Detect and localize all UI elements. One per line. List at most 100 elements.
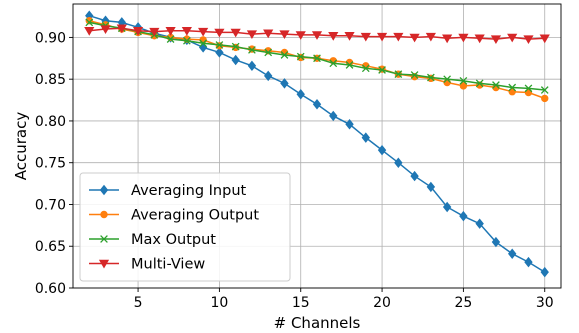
data-point <box>490 35 502 45</box>
legend-label: Averaging Input <box>131 183 247 199</box>
data-point <box>132 27 144 36</box>
data-point <box>215 47 224 58</box>
legend-marker <box>100 210 108 219</box>
data-point <box>361 64 370 73</box>
x-tick-label: 25 <box>454 295 472 311</box>
data-point <box>199 39 207 48</box>
data-point <box>280 78 289 89</box>
data-point <box>116 24 127 34</box>
data-point <box>231 42 240 51</box>
data-point <box>409 33 420 43</box>
legend-marker <box>99 184 109 196</box>
data-point <box>247 60 257 72</box>
series-layer <box>84 10 550 278</box>
data-point <box>540 86 549 94</box>
y-tick-label: 0.70 <box>35 197 66 213</box>
y-tick-label: 0.60 <box>35 281 66 297</box>
legend-marker <box>98 259 110 269</box>
data-point <box>393 32 404 42</box>
data-point <box>377 144 387 156</box>
data-point <box>84 27 95 36</box>
data-point <box>345 119 354 130</box>
tick-labels: 5 10 15 20 25 30 0.60 0.65 0.70 0.75 0.80 0.85 0.90 <box>35 30 554 311</box>
y-tick-label: 0.75 <box>35 156 66 172</box>
data-point <box>540 266 549 278</box>
data-point <box>427 73 435 82</box>
data-point <box>425 32 436 42</box>
data-point <box>360 32 371 42</box>
data-point <box>442 201 452 213</box>
x-tick-label: 10 <box>210 295 228 311</box>
data-point <box>311 31 323 40</box>
legend-item: Averaging Output <box>89 208 259 224</box>
y-tick-label: 0.65 <box>35 239 66 255</box>
data-point <box>149 27 160 37</box>
data-point <box>410 71 419 79</box>
data-point <box>230 28 241 38</box>
x-tick-label: 20 <box>373 295 391 311</box>
data-point <box>459 76 468 85</box>
data-point <box>198 27 209 37</box>
legend-label: Multi-View <box>131 257 205 273</box>
data-point <box>394 157 403 168</box>
data-point <box>474 34 485 44</box>
data-point <box>539 34 550 44</box>
plot-frame <box>72 3 562 289</box>
data-point <box>443 78 451 87</box>
series-max-output <box>85 18 549 94</box>
data-point <box>491 236 501 248</box>
data-point <box>279 30 290 40</box>
data-point <box>345 61 354 69</box>
data-point <box>442 34 453 44</box>
legend-label: Max Output <box>131 232 216 248</box>
y-tick-label: 0.90 <box>35 30 66 46</box>
y-tick-label: 0.80 <box>35 114 66 130</box>
data-point <box>183 36 191 45</box>
series-multi-view <box>84 24 550 45</box>
data-point <box>328 32 339 41</box>
data-point <box>394 70 403 79</box>
data-point <box>426 181 436 193</box>
data-point <box>524 256 533 268</box>
data-point <box>329 59 338 68</box>
data-point <box>475 218 484 229</box>
data-point <box>100 25 111 35</box>
data-point <box>378 66 386 74</box>
legend: Averaging Input Averaging Output Max Outpu… <box>79 172 291 282</box>
data-point <box>523 35 534 45</box>
data-point <box>492 81 500 89</box>
data-point <box>231 54 240 66</box>
data-point <box>541 94 549 103</box>
data-point <box>248 46 256 54</box>
data-point <box>458 33 469 43</box>
data-point <box>508 248 517 259</box>
data-point <box>361 132 370 143</box>
data-point <box>459 210 468 222</box>
data-point <box>443 75 451 84</box>
data-point <box>181 27 192 36</box>
data-point <box>296 52 305 61</box>
legend-item: Averaging Input <box>89 183 247 199</box>
data-point <box>280 51 289 59</box>
data-point <box>166 35 175 43</box>
data-point <box>165 27 176 36</box>
x-tick-label: 5 <box>134 295 143 311</box>
data-point <box>296 88 305 100</box>
x-tick-label: 15 <box>292 295 310 311</box>
data-point <box>312 98 322 110</box>
legend-box <box>79 172 291 282</box>
data-point <box>264 48 273 57</box>
data-point <box>214 28 225 38</box>
legend-item: Multi-View <box>89 257 205 273</box>
y-tick-label: 0.85 <box>35 72 66 88</box>
data-point <box>524 84 533 93</box>
data-point <box>376 32 388 42</box>
legend-label: Averaging Output <box>131 208 259 224</box>
x-tick-label: 30 <box>536 295 554 311</box>
y-axis-title: Accuracy <box>12 112 30 181</box>
legend-item: Max Output <box>89 232 216 248</box>
data-point <box>313 54 321 63</box>
data-point <box>508 83 517 92</box>
data-point <box>263 29 274 39</box>
